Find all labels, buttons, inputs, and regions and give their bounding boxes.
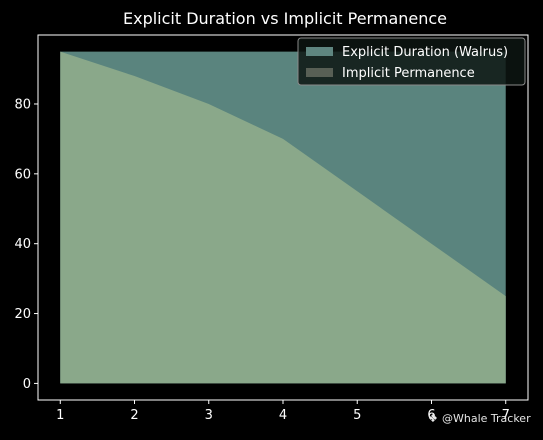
y-tick-label: 80 (14, 97, 31, 112)
watermark: ❖ @Whale Tracker (428, 412, 531, 425)
watermark-text: @Whale Tracker (442, 412, 531, 425)
x-tick-label: 4 (279, 408, 287, 423)
x-tick-label: 1 (56, 408, 64, 423)
x-tick-label: 6 (427, 408, 435, 423)
legend-swatch (306, 68, 333, 77)
legend-swatch (306, 47, 333, 56)
y-tick-label: 20 (14, 307, 31, 322)
axes: 1 2 3 4 5 6 7 0 20 40 60 80 (14, 34, 529, 423)
x-tick-label: 5 (353, 408, 361, 423)
x-tick-label: 2 (130, 408, 138, 423)
legend-label: Explicit Duration (Walrus) (342, 45, 508, 60)
x-tick-label: 3 (205, 408, 213, 423)
y-tick-label: 60 (14, 167, 31, 182)
x-tick-label: 7 (502, 408, 510, 423)
area-implicit-permanence (60, 51, 506, 384)
plot-area (60, 51, 506, 384)
y-tick-label: 40 (14, 237, 31, 252)
legend-box (297, 37, 526, 86)
legend: Explicit Duration (Walrus) Implicit Perma… (297, 37, 526, 86)
whale-icon: ❖ (428, 412, 438, 425)
chart-title: Explicit Duration vs Implicit Permanence (123, 9, 447, 28)
y-tick-label: 0 (23, 377, 31, 392)
legend-label: Implicit Permanence (342, 66, 475, 81)
